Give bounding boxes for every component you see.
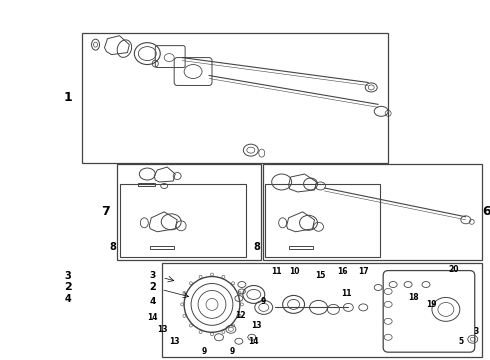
- Bar: [289, 246, 313, 249]
- Text: 16: 16: [337, 267, 347, 276]
- Text: 8: 8: [109, 242, 116, 252]
- Bar: [150, 246, 174, 249]
- Text: 11: 11: [341, 289, 352, 298]
- Text: 20: 20: [448, 265, 459, 274]
- Text: 9: 9: [229, 347, 235, 356]
- Bar: [162, 262, 482, 357]
- Text: 15: 15: [315, 271, 326, 280]
- Text: 13: 13: [251, 321, 262, 330]
- Text: 9: 9: [201, 347, 207, 356]
- Text: 12: 12: [236, 311, 246, 320]
- Bar: [118, 164, 261, 260]
- Bar: [265, 184, 380, 257]
- Text: 3: 3: [149, 271, 155, 280]
- Text: 2: 2: [64, 283, 72, 292]
- Text: 6: 6: [482, 205, 490, 219]
- Text: 7: 7: [101, 205, 110, 219]
- Text: 13: 13: [169, 337, 179, 346]
- Text: 5: 5: [458, 337, 464, 346]
- Text: 8: 8: [253, 242, 260, 252]
- Text: 18: 18: [408, 293, 418, 302]
- Text: 2: 2: [149, 283, 156, 292]
- Bar: [263, 164, 482, 260]
- Text: 4: 4: [64, 294, 71, 305]
- Text: 3: 3: [64, 271, 71, 280]
- Text: 17: 17: [358, 267, 368, 276]
- Text: 11: 11: [271, 267, 282, 276]
- Text: 9: 9: [260, 297, 266, 306]
- Text: 1: 1: [63, 91, 72, 104]
- Bar: [138, 183, 155, 186]
- Text: 4: 4: [149, 297, 155, 306]
- Bar: [121, 184, 246, 257]
- Text: 13: 13: [157, 325, 168, 334]
- Text: 10: 10: [290, 267, 300, 276]
- Text: 19: 19: [426, 300, 436, 309]
- Text: 14: 14: [147, 313, 157, 322]
- Text: 3: 3: [473, 327, 478, 336]
- Bar: [82, 33, 388, 163]
- Text: 14: 14: [248, 337, 259, 346]
